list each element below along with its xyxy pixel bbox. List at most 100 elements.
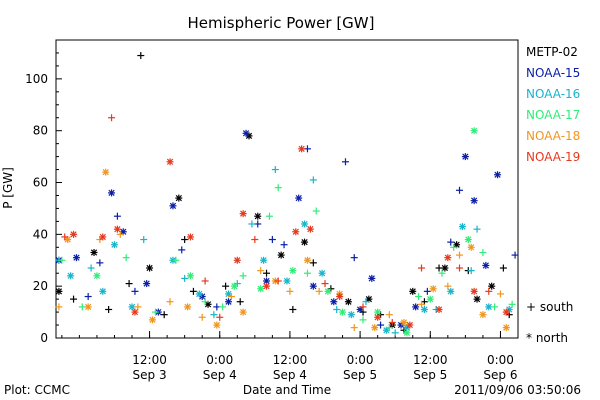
- south-point-noaa-15: [178, 246, 186, 254]
- south-point-noaa-16: [271, 166, 279, 174]
- north-point-noaa-15: [72, 254, 80, 262]
- south-point-noaa-18: [496, 290, 504, 298]
- south-point-noaa-18: [418, 300, 426, 308]
- north-point-noaa-19: [298, 145, 306, 153]
- south-point-noaa-15: [423, 287, 431, 295]
- north-point-noaa-19: [406, 321, 414, 329]
- marker-key-north: * north: [526, 331, 568, 345]
- south-point-noaa-18: [116, 230, 124, 238]
- north-point-noaa-19: [435, 305, 443, 313]
- south-point-metp-02: [435, 264, 443, 272]
- south-point-noaa-15: [96, 259, 104, 267]
- south-point-noaa-19: [61, 233, 69, 241]
- south-point-noaa-17: [491, 303, 499, 311]
- south-point-metp-02: [309, 259, 317, 267]
- south-point-noaa-16: [333, 305, 341, 313]
- south-point-noaa-15: [303, 145, 311, 153]
- south-point-noaa-17: [58, 256, 66, 264]
- north-point-metp-02: [277, 251, 285, 259]
- north-point-noaa-16: [447, 287, 455, 295]
- north-point-noaa-17: [324, 287, 332, 295]
- south-point-noaa-19: [456, 264, 464, 272]
- south-point-metp-02: [289, 305, 297, 313]
- south-point-noaa-18: [286, 287, 294, 295]
- south-point-noaa-16: [210, 311, 218, 319]
- south-point-metp-02: [263, 269, 271, 277]
- south-point-noaa-16: [140, 236, 148, 244]
- legend-entry-noaa-18: NOAA-18: [526, 129, 580, 143]
- south-point-noaa-18: [198, 313, 206, 321]
- y-axis-label: P [GW]: [1, 167, 15, 209]
- y-tick-label: 80: [33, 124, 48, 138]
- x-tick-time-label: 0:00: [487, 353, 514, 367]
- south-point-metp-02: [105, 305, 113, 313]
- north-point-noaa-15: [108, 189, 116, 197]
- north-point-metp-02: [344, 298, 352, 306]
- south-point-noaa-17: [450, 243, 458, 251]
- north-point-noaa-17: [464, 236, 472, 244]
- chart-title: Hemispheric Power [GW]: [188, 14, 375, 32]
- south-point-noaa-15: [131, 287, 139, 295]
- north-point-noaa-19: [166, 158, 174, 166]
- south-point-noaa-17: [438, 269, 446, 277]
- south-point-noaa-17: [303, 269, 311, 277]
- south-point-noaa-18: [227, 293, 235, 301]
- north-point-metp-02: [441, 264, 449, 272]
- south-point-noaa-17: [172, 256, 180, 264]
- north-point-noaa-15: [482, 261, 490, 269]
- x-axis-label: Date and Time: [243, 383, 331, 397]
- legend-entry-metp-02: METP-02: [526, 45, 578, 59]
- x-tick-time-label: 12:00: [132, 353, 167, 367]
- north-point-noaa-16: [301, 220, 309, 228]
- north-point-noaa-19: [113, 225, 121, 233]
- north-point-noaa-18: [148, 316, 156, 324]
- north-point-noaa-18: [102, 168, 110, 176]
- north-point-noaa-16: [260, 256, 268, 264]
- legend-entry-noaa-15: NOAA-15: [526, 66, 580, 80]
- legend-entry-noaa-16: NOAA-16: [526, 87, 580, 101]
- north-point-noaa-17: [339, 308, 347, 316]
- north-point-metp-02: [55, 287, 63, 295]
- north-point-noaa-19: [131, 308, 139, 316]
- south-point-noaa-15: [84, 293, 92, 301]
- south-point-noaa-17: [385, 324, 393, 332]
- north-point-noaa-15: [169, 202, 177, 210]
- north-point-noaa-17: [289, 267, 297, 275]
- north-point-noaa-15: [263, 277, 271, 285]
- north-point-metp-02: [409, 287, 417, 295]
- south-point-metp-02: [236, 298, 244, 306]
- plot-credit: Plot: CCMC: [4, 383, 70, 397]
- x-tick-date-label: Sep 3: [133, 368, 167, 382]
- south-point-noaa-18: [456, 251, 464, 259]
- north-point-noaa-17: [230, 282, 238, 290]
- y-tick-label: 40: [33, 227, 48, 241]
- south-point-noaa-18: [134, 303, 142, 311]
- north-point-metp-02: [488, 282, 496, 290]
- north-point-noaa-16: [99, 287, 107, 295]
- south-point-noaa-17: [312, 207, 320, 215]
- x-tick-date-label: Sep 6: [483, 368, 517, 382]
- north-point-noaa-16: [110, 241, 118, 249]
- south-point-noaa-19: [388, 318, 396, 326]
- north-point-noaa-18: [184, 303, 192, 311]
- north-point-metp-02: [90, 248, 98, 256]
- south-point-noaa-17: [151, 308, 159, 316]
- north-point-metp-02: [175, 194, 183, 202]
- north-point-noaa-19: [336, 293, 344, 301]
- north-point-noaa-19: [263, 282, 271, 290]
- north-point-noaa-19: [292, 228, 300, 236]
- y-tick-label: 20: [33, 279, 48, 293]
- south-point-noaa-17: [415, 293, 423, 301]
- north-point-noaa-15: [143, 280, 151, 288]
- north-point-noaa-15: [412, 303, 420, 311]
- north-point-noaa-17: [426, 295, 434, 303]
- south-point-noaa-17: [479, 248, 487, 256]
- south-point-noaa-18: [257, 267, 265, 275]
- south-point-noaa-17: [219, 303, 227, 311]
- north-point-noaa-15: [368, 274, 376, 282]
- north-point-noaa-18: [502, 324, 510, 332]
- north-point-noaa-19: [70, 230, 78, 238]
- south-point-noaa-18: [385, 311, 393, 319]
- north-point-noaa-16: [318, 269, 326, 277]
